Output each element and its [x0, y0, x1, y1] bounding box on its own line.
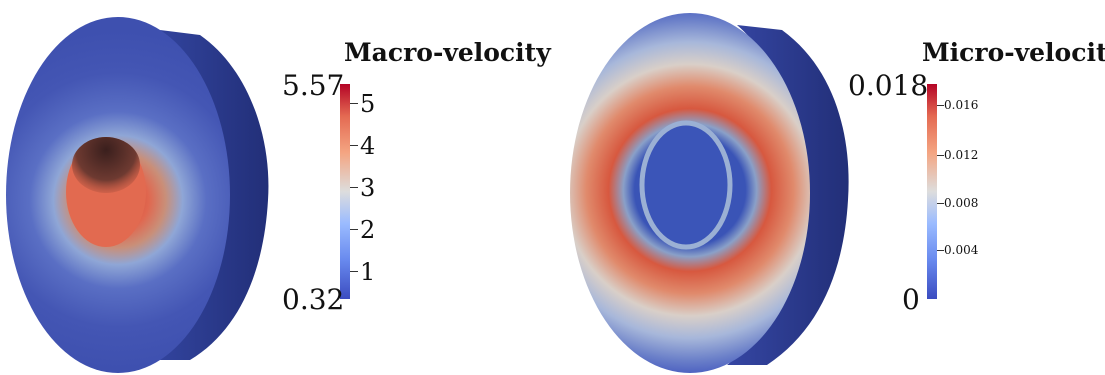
- micro-velocity-hemisphere-render: [570, 13, 849, 373]
- micro-velocity-panel: Micro-velocity 0.018 0 0.016 0.012 0.008…: [552, 0, 1105, 375]
- colorbar-tick: [937, 250, 944, 251]
- colorbar-min-label: 0.32: [282, 283, 345, 316]
- colorbar-tick: [937, 105, 944, 106]
- macro-velocity-hemisphere-render: [6, 17, 269, 373]
- colorbar-gradient: [340, 84, 350, 299]
- colorbar-tick-label: 1: [360, 258, 376, 286]
- colorbar-tick-label: 2: [360, 216, 376, 244]
- colorbar-min-label: 0: [902, 283, 920, 316]
- colorbar-tick: [350, 271, 358, 272]
- colorbar-gradient: [927, 84, 937, 299]
- colorbar-title: Micro-velocity: [922, 38, 1105, 67]
- colorbar-tick-label: 0.012: [944, 148, 979, 162]
- colorbar-tick: [350, 145, 358, 146]
- colorbar-tick: [350, 229, 358, 230]
- colorbar-tick: [350, 187, 358, 188]
- colorbar-tick: [937, 203, 944, 204]
- colorbar-max-label: 5.57: [282, 69, 345, 102]
- colorbar-tick-label: 0.008: [944, 196, 979, 210]
- colorbar-max-label: 0.018: [848, 69, 929, 102]
- colorbar-tick-label: 0.004: [944, 243, 979, 257]
- macro-velocity-panel: Macro-velocity 5.57 0.32 5 4 3 2 1: [0, 0, 552, 375]
- colorbar-title: Macro-velocity: [344, 38, 551, 67]
- colorbar-tick: [350, 103, 358, 104]
- hemisphere-dome: [727, 25, 849, 365]
- colorbar-tick-label: 5: [360, 90, 376, 118]
- hemisphere-dome: [150, 30, 269, 360]
- colorbar-tick-label: 4: [360, 132, 376, 160]
- colorbar-tick-label: 0.016: [944, 98, 979, 112]
- cavity: [639, 120, 733, 250]
- colorbar-tick: [937, 155, 944, 156]
- colorbar-tick-label: 3: [360, 174, 376, 202]
